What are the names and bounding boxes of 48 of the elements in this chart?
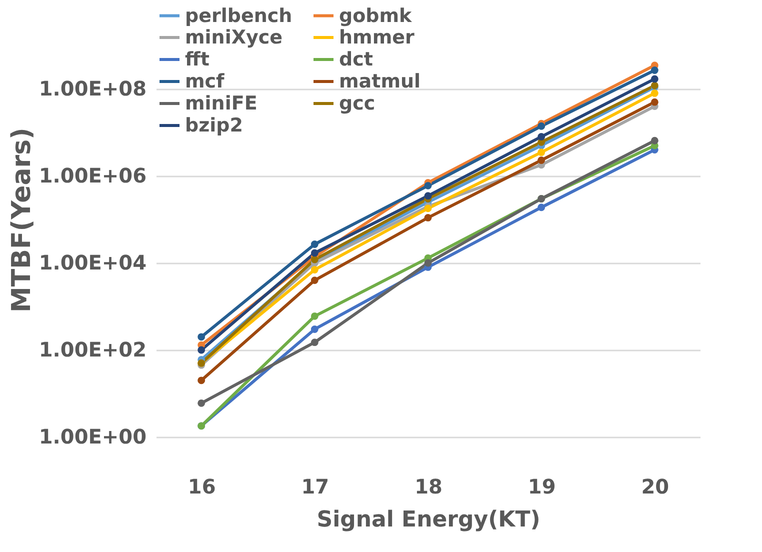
point	[650, 75, 658, 83]
point	[310, 326, 318, 333]
y-tick-label: 1.00E+02	[38, 338, 146, 362]
legend-label: miniXyce	[185, 26, 283, 48]
point	[424, 182, 432, 190]
legend-label: hmmer	[339, 26, 416, 48]
point	[198, 399, 206, 407]
point	[198, 333, 206, 341]
legend-label: gobmk	[339, 4, 412, 27]
point	[310, 249, 318, 257]
point	[310, 266, 318, 274]
point	[538, 156, 546, 164]
legend-label: gcc	[339, 92, 376, 114]
x-tick-label: 16	[188, 474, 216, 498]
x-tick-label: 20	[641, 474, 670, 498]
point	[650, 90, 658, 97]
point	[310, 312, 318, 320]
legend-label: perlbench	[185, 4, 292, 27]
point	[650, 98, 658, 106]
point	[650, 136, 658, 144]
x-tick-label: 19	[528, 474, 556, 498]
x-tick-label: 18	[414, 474, 442, 498]
x-tick-label: 17	[301, 474, 330, 498]
x-axis-title: Signal Energy(KT)	[316, 508, 540, 532]
point	[310, 276, 318, 284]
y-tick-label: 1.00E+06	[38, 164, 146, 188]
legend-label: bzip2	[185, 114, 243, 136]
point	[310, 338, 318, 346]
point	[538, 204, 546, 212]
point	[650, 66, 658, 74]
point	[198, 376, 206, 384]
legend-label: dct	[339, 48, 373, 70]
point	[424, 192, 432, 200]
y-axis-title: MTBF(Years)	[6, 128, 37, 312]
point	[310, 240, 318, 248]
point	[198, 346, 206, 354]
point	[424, 214, 432, 222]
legend-label: fft	[185, 48, 210, 70]
legend-label: matmul	[339, 70, 421, 92]
y-tick-label: 1.00E+08	[38, 76, 146, 100]
legend-label: miniFE	[185, 92, 258, 114]
point	[538, 122, 546, 130]
legend-label: mcf	[185, 70, 226, 92]
point	[538, 133, 546, 140]
y-tick-label: 1.00E+04	[38, 250, 146, 274]
point	[538, 148, 546, 156]
point	[424, 259, 432, 267]
y-tick-label: 1.00E+00	[38, 424, 146, 448]
